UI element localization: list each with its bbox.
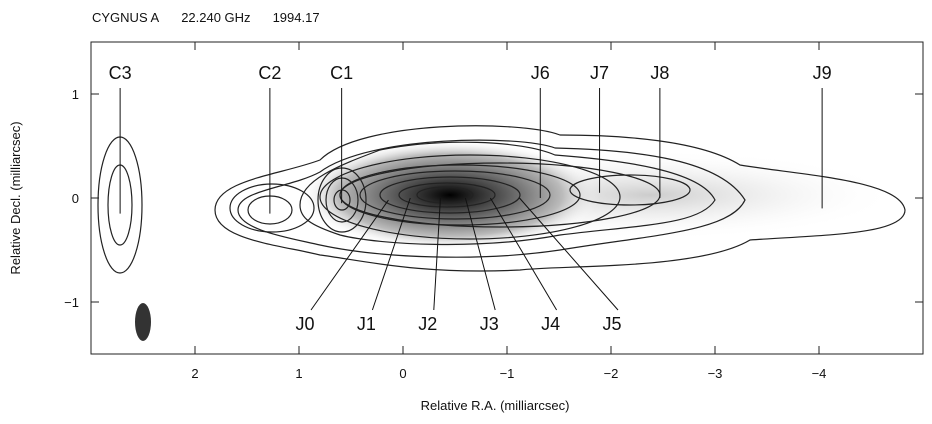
component-label: J7 bbox=[590, 63, 609, 83]
component-label: J6 bbox=[531, 63, 550, 83]
y-tick-label: 1 bbox=[72, 87, 79, 102]
beam bbox=[135, 303, 151, 341]
x-tick-label: 1 bbox=[295, 366, 302, 381]
y-tick-label: −1 bbox=[64, 295, 79, 310]
component-label: C3 bbox=[109, 63, 132, 83]
chart: Relative Decl. (milliarcsec) Relative R.… bbox=[0, 0, 932, 419]
component-label: J4 bbox=[541, 314, 560, 334]
x-tick-label: 2 bbox=[191, 366, 198, 381]
component-label: J8 bbox=[650, 63, 669, 83]
y-tick-label: 0 bbox=[72, 191, 79, 206]
title-part: CYGNUS A bbox=[92, 10, 160, 25]
x-tick-label: −3 bbox=[708, 366, 723, 381]
x-axis-label: Relative R.A. (milliarcsec) bbox=[421, 398, 570, 413]
title-part: 22.240 GHz bbox=[181, 10, 250, 25]
component-label: J3 bbox=[480, 314, 499, 334]
contours bbox=[98, 126, 905, 341]
component-label: J1 bbox=[357, 314, 376, 334]
x-tick-label: −4 bbox=[812, 366, 827, 381]
x-tick-label: 0 bbox=[399, 366, 406, 381]
component-label: C2 bbox=[258, 63, 281, 83]
x-tick-label: −2 bbox=[604, 366, 619, 381]
y-axis-label: Relative Decl. (milliarcsec) bbox=[8, 121, 23, 274]
title-part: 1994.17 bbox=[273, 10, 320, 25]
component-label: J5 bbox=[602, 314, 621, 334]
component-label: J0 bbox=[295, 314, 314, 334]
component-label: J9 bbox=[813, 63, 832, 83]
x-tick-label: −1 bbox=[500, 366, 515, 381]
component-label: J2 bbox=[418, 314, 437, 334]
component-label: C1 bbox=[330, 63, 353, 83]
